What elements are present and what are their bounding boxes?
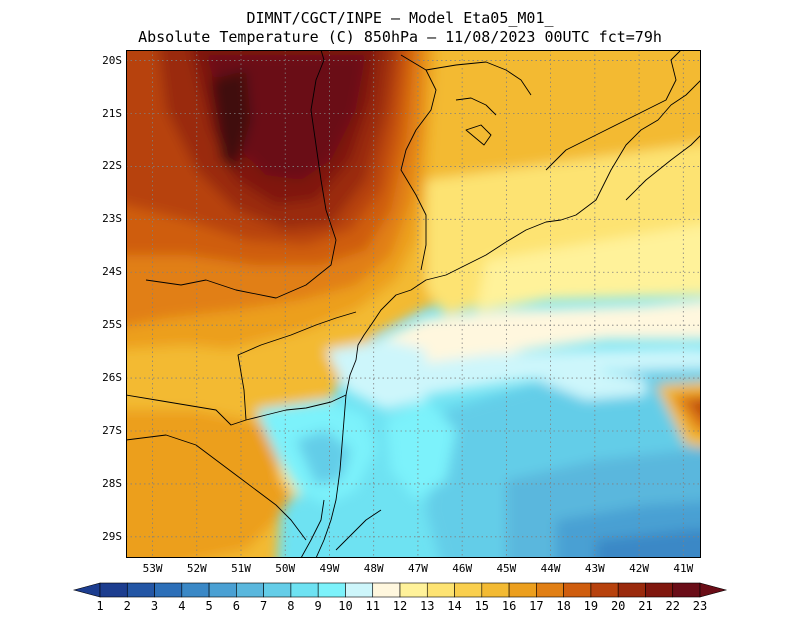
longitude-label: 47W [407, 562, 428, 575]
longitude-label: 44W [540, 562, 561, 575]
colorbar-label: 15 [474, 599, 490, 613]
colorbar-label: 3 [150, 599, 159, 613]
colorbar-swatch [590, 582, 619, 598]
colorbar-label: 16 [501, 599, 517, 613]
colorbar-swatch [317, 582, 346, 598]
colorbar-label: 2 [123, 599, 131, 613]
latitude-label: 25S [102, 318, 122, 332]
colorbar-label: 14 [447, 599, 462, 613]
latitude-label: 26S [102, 371, 122, 385]
colorbar-swatch [508, 582, 537, 598]
colorbar-swatch [454, 582, 483, 598]
latitude-label: 21S [102, 106, 122, 120]
colorbar-label: 7 [260, 599, 268, 613]
longitude-label: 48W [363, 562, 384, 575]
colorbar-swatch [236, 582, 264, 598]
colorbar-label: 8 [287, 599, 295, 613]
colorbar-label: 12 [392, 599, 408, 613]
chart-title-line-2: Absolute Temperature (C) 850hPa – 11/08/… [138, 28, 662, 46]
colorbar-swatch [426, 582, 455, 598]
colorbar-swatch [208, 582, 237, 598]
colorbar-over-arrow [699, 582, 728, 598]
longitude-label: 46W [452, 562, 473, 575]
colorbar-label: 21 [638, 599, 653, 613]
latitude-label: 24S [102, 265, 122, 279]
colorbar-label: 5 [205, 599, 213, 613]
colorbar [70, 580, 730, 620]
colorbar-swatch [481, 582, 510, 598]
colorbar-swatch [399, 582, 428, 598]
latitude-label: 29S [102, 529, 122, 543]
colorbar-label: 22 [665, 599, 680, 613]
colorbar-swatch [126, 582, 155, 598]
colorbar-swatch [645, 582, 674, 598]
colorbar-label: 6 [232, 599, 240, 613]
colorbar-label: 23 [692, 599, 708, 613]
latitude-label: 27S [102, 424, 122, 437]
colorbar-swatch [372, 582, 401, 598]
colorbar-swatch [181, 582, 210, 598]
colorbar-label: 10 [338, 599, 353, 613]
colorbar-label: 19 [583, 599, 599, 613]
latitude-label: 28S [102, 476, 122, 490]
longitude-label: 43W [584, 562, 605, 575]
longitude-label: 42W [629, 562, 649, 575]
colorbar-label: 11 [365, 599, 380, 613]
colorbar-swatch [536, 582, 564, 598]
latitude-label: 22S [102, 159, 122, 173]
colorbar-label: 9 [314, 599, 322, 613]
colorbar-swatch [99, 582, 128, 598]
colorbar-swatch [617, 582, 646, 598]
colorbar-label: 1 [96, 599, 104, 613]
longitude-label: 52W [186, 562, 207, 575]
colorbar-swatch [345, 582, 374, 598]
latitude-label: 20S [102, 53, 122, 67]
longitude-label: 49W [319, 562, 340, 575]
colorbar-label: 4 [178, 599, 186, 613]
longitude-label: 45W [496, 562, 517, 575]
colorbar-swatch [290, 582, 319, 598]
colorbar-swatch [563, 582, 592, 598]
longitude-label: 51W [231, 562, 251, 575]
colorbar-label: 17 [529, 599, 544, 613]
temperature-map [126, 50, 701, 558]
colorbar-label: 20 [610, 599, 626, 613]
colorbar-swatch [263, 582, 292, 598]
longitude-label: 53W [142, 562, 163, 575]
colorbar-under-arrow [72, 582, 101, 598]
colorbar-label: 18 [556, 599, 571, 613]
colorbar-swatch [672, 582, 701, 598]
colorbar-swatch [154, 582, 183, 598]
chart-title-line-1: DIMNT/CGCT/INPE – Model Eta05_M01_ [246, 9, 554, 27]
longitude-label: 41W [673, 562, 694, 575]
colorbar-label: 13 [420, 599, 435, 613]
longitude-label: 50W [275, 562, 296, 575]
latitude-label: 23S [102, 212, 122, 226]
